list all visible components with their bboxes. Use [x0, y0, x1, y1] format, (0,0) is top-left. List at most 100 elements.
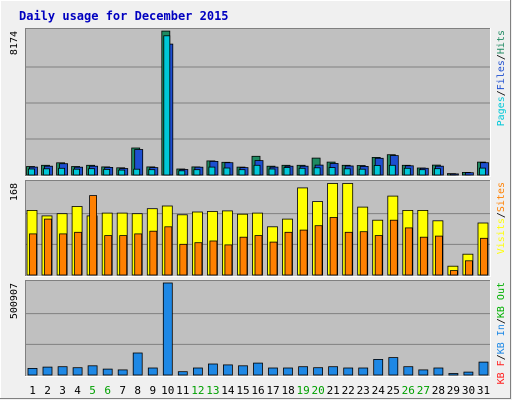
bar-kb-in-day-20: [313, 367, 324, 376]
bar-pages-day-8: [133, 168, 141, 176]
bar-kb-in-day-23: [358, 367, 369, 376]
bar-sites-day-18: [284, 231, 293, 276]
bar-sites-day-13: [209, 240, 218, 276]
panel-visits-sites: 168 Visits/Sites: [9, 180, 507, 277]
legend-separator: /: [496, 318, 507, 324]
legend-separator: /: [496, 90, 507, 96]
bar-files-day-30: [464, 172, 474, 176]
bar-kb-in-day-27: [418, 369, 429, 376]
bar-pages-day-2: [43, 168, 50, 176]
legend-kb-out: KB Out: [496, 282, 507, 318]
bar-kb-in-day-8: [132, 352, 143, 376]
legend-separator: /: [496, 354, 507, 360]
bar-kb-in-day-2: [42, 366, 53, 376]
bar-pages-day-28: [433, 168, 441, 176]
x-tick-label: 23: [357, 384, 370, 397]
bar-sites-day-6: [104, 235, 113, 276]
bar-sites-day-5: [89, 195, 97, 276]
bar-sites-day-21: [329, 217, 338, 276]
bar-sites-day-7: [119, 235, 128, 276]
x-tick-label: 1: [29, 384, 36, 397]
x-tick-label: 28: [432, 384, 445, 397]
bar-pages-day-4: [73, 168, 80, 176]
chart-title: Daily usage for December 2015: [19, 9, 229, 23]
bar-sites-day-25: [389, 219, 398, 276]
bar-pages-day-10: [163, 35, 171, 176]
bar-pages-day-1: [28, 168, 35, 176]
bar-kb-in-day-25: [388, 357, 399, 376]
bar-sites-day-12: [194, 242, 203, 276]
bar-pages-day-25: [388, 164, 396, 176]
legend-files: Files: [496, 60, 507, 90]
bar-kb-in-day-6: [102, 368, 113, 376]
bar-kb-in-day-9: [147, 367, 158, 376]
bar-kb-in-day-13: [207, 363, 218, 376]
x-tick-label: 8: [134, 384, 141, 397]
x-tick-label: 10: [161, 384, 174, 397]
x-tick-label: 15: [236, 384, 249, 397]
bar-sites-day-22: [344, 231, 353, 276]
bar-sites-day-10: [164, 226, 173, 276]
bar-pages-day-7: [118, 169, 126, 176]
bar-kb-in-day-4: [72, 367, 83, 376]
legend-kb-f: KB F: [496, 360, 507, 384]
x-tick-label: 14: [221, 384, 235, 397]
bar-kb-in-day-30: [463, 371, 474, 376]
bar-kb-in-day-24: [373, 358, 384, 376]
bar-sites-day-29: [449, 270, 458, 276]
series-pages: [28, 35, 486, 176]
bar-files-day-29: [449, 173, 459, 176]
bar-pages-day-20: [313, 167, 321, 176]
legend-separator: /: [496, 54, 507, 60]
x-tick-label: 12: [191, 384, 204, 397]
bar-sites-day-28: [434, 235, 443, 276]
bar-pages-day-12: [193, 169, 201, 176]
x-tick-label: 21: [327, 384, 340, 397]
bar-kb-in-day-22: [343, 367, 354, 376]
bar-pages-day-9: [148, 169, 156, 176]
x-tick-label: 19: [296, 384, 309, 397]
legend-kb-in: KB In: [496, 324, 507, 354]
x-tick-label: 25: [387, 384, 400, 397]
legend-hits: Hits: [496, 30, 507, 54]
legend-visits: Visits: [496, 218, 507, 254]
x-tick-label: 18: [281, 384, 294, 397]
bar-kb-in-day-1: [27, 367, 38, 376]
bar-sites-day-3: [59, 233, 67, 276]
bar-kb-in-day-10: [162, 282, 173, 376]
series-kb-in: [27, 282, 489, 376]
bar-pages-day-26: [403, 167, 411, 176]
bar-kb-in-day-19: [298, 366, 309, 376]
bar-sites-day-23: [359, 231, 368, 276]
bar-sites-day-9: [149, 230, 158, 276]
bar-sites-day-4: [74, 231, 82, 276]
bar-kb-in-day-11: [177, 371, 188, 376]
bar-kb-in-day-5: [87, 365, 98, 376]
bar-pages-day-17: [268, 168, 276, 176]
bar-sites-day-14: [224, 244, 233, 276]
x-tick-label: 4: [74, 384, 81, 397]
bar-sites-day-2: [44, 218, 52, 276]
x-tick-label: 9: [149, 384, 156, 397]
bar-pages-day-5: [88, 168, 95, 176]
legend: Visits/Sites: [496, 182, 507, 254]
x-tick-label: 3: [59, 384, 66, 397]
bar-sites-day-26: [404, 227, 413, 276]
bar-pages-day-13: [208, 166, 216, 176]
bar-kb-in-day-12: [192, 367, 203, 376]
bar-sites-day-17: [269, 241, 278, 276]
bar-sites-day-15: [239, 236, 248, 276]
bar-sites-day-24: [374, 235, 383, 276]
bar-kb-in-day-26: [403, 366, 414, 376]
bar-sites-day-8: [134, 233, 143, 276]
bar-pages-day-23: [358, 168, 366, 176]
x-tick-label: 11: [176, 384, 189, 397]
bar-sites-day-1: [29, 233, 37, 276]
x-tick-label: 31: [477, 384, 490, 397]
bar-kb-in-day-3: [57, 366, 68, 376]
x-tick-label: 29: [447, 384, 460, 397]
y-max-label: 168: [9, 183, 20, 201]
plot-area: [25, 280, 491, 377]
